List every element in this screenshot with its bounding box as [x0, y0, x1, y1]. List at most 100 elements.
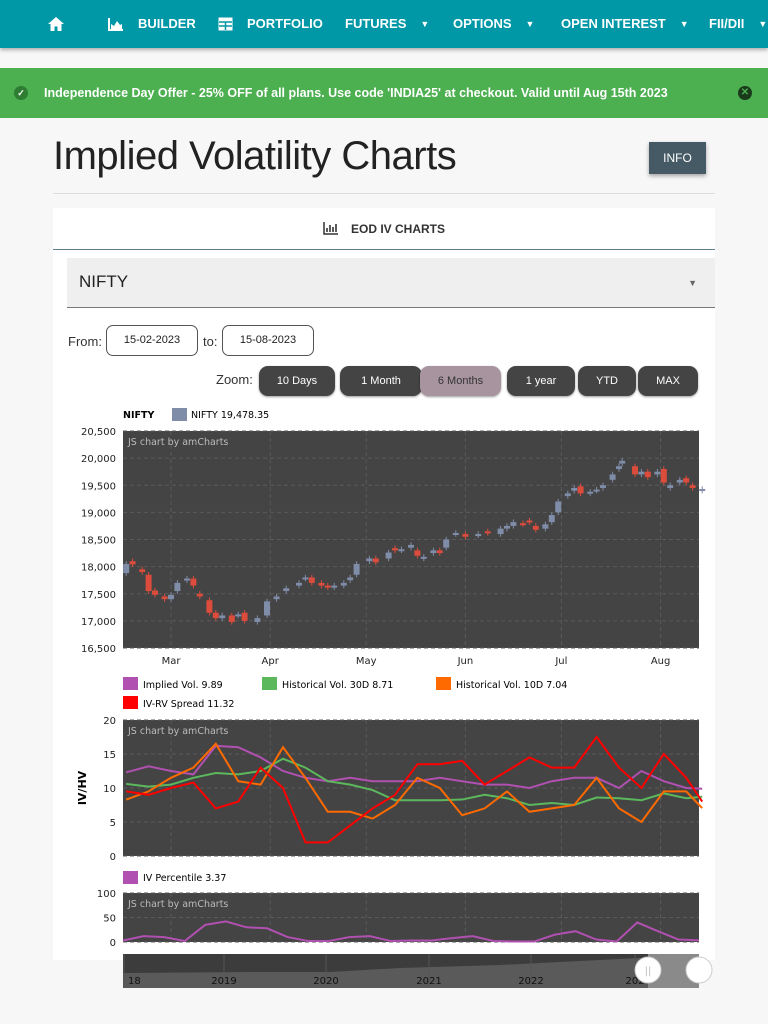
candle [497, 528, 504, 535]
price-chart-ytick: 20,000 [81, 454, 116, 465]
percentile-chart-ytick: 50 [103, 914, 116, 925]
close-icon[interactable]: ✕ [738, 86, 752, 100]
nav-portfolio[interactable]: PORTFOLIO [218, 16, 323, 31]
iv-chart-ytick: 20 [103, 716, 116, 727]
candle [385, 552, 392, 559]
zoom-10-days[interactable]: 10 Days [259, 366, 335, 396]
scrollbar-label: 2022 [518, 976, 543, 987]
banner-text: Independence Day Offer - 25% OFF of all … [44, 86, 668, 100]
candle [420, 556, 427, 559]
candle [139, 569, 146, 573]
nav-open-interest[interactable]: OPEN INTEREST ▼ [561, 16, 689, 31]
price-chart-ytick: 17,500 [81, 590, 116, 601]
candle [600, 485, 606, 488]
zoom-1-month[interactable]: 1 Month [340, 366, 422, 396]
candle [254, 618, 261, 622]
iv-ylabel: IV/HV [76, 770, 89, 805]
candle [219, 615, 226, 619]
symbol-select[interactable]: NIFTY ▼ [67, 258, 715, 308]
grip-icon: || [645, 966, 652, 977]
zoom-max[interactable]: MAX [638, 366, 698, 396]
candle [577, 486, 584, 494]
zoom-1-year[interactable]: 1 year [507, 366, 575, 396]
candle [587, 491, 594, 494]
nav-futures[interactable]: FUTURES ▼ [345, 16, 429, 31]
candle [174, 582, 181, 592]
nav-label: OPTIONS [453, 16, 512, 31]
candle [654, 471, 661, 475]
scrollbar-handle-left[interactable] [634, 956, 662, 984]
nav-label: BUILDER [138, 16, 196, 31]
candle [123, 563, 130, 574]
legend-label: IV-RV Spread 11.32 [143, 699, 234, 710]
legend-label: IV Percentile 3.37 [143, 873, 226, 884]
candle [632, 466, 638, 475]
info-button[interactable]: INFO [649, 142, 706, 174]
scrollbar-handle-right[interactable] [685, 956, 713, 984]
iv-chart-watermark: JS chart by amCharts [127, 726, 228, 737]
nav-label: OPEN INTEREST [561, 16, 666, 31]
to-date-input[interactable]: 15-08-2023 [222, 325, 314, 356]
scrollbar-label: 2020 [313, 976, 338, 987]
legend-swatch [262, 677, 277, 690]
nav-builder[interactable]: BUILDER [108, 16, 196, 31]
caret-down-icon: ▼ [420, 18, 430, 29]
from-date-input[interactable]: 15-02-2023 [106, 325, 198, 356]
price-xtick: Jun [457, 656, 474, 667]
candle [504, 525, 510, 529]
candle [484, 531, 491, 534]
candle [510, 522, 517, 526]
candle [619, 460, 626, 464]
candle [609, 474, 616, 480]
candle [347, 577, 354, 581]
nav-label: FII/DII [709, 16, 745, 31]
scrollbar-label: 18 [128, 976, 141, 987]
legend-swatch [436, 677, 451, 690]
candle [638, 471, 645, 475]
nav-home[interactable] [47, 16, 65, 32]
price-chart-ytick: 18,000 [81, 563, 116, 574]
price-chart-watermark: JS chart by amCharts [127, 437, 228, 448]
price-chart-ytick: 19,000 [81, 508, 116, 519]
price-xtick: Jul [554, 656, 567, 667]
nav-options[interactable]: OPTIONS ▼ [453, 16, 534, 31]
caret-down-icon: ▼ [758, 18, 768, 29]
price-chart-ytick: 16,500 [81, 644, 116, 655]
divider [53, 193, 715, 194]
candle [196, 593, 203, 597]
candle [296, 582, 302, 586]
zoom-6-months[interactable]: 6 Months [420, 366, 501, 396]
bar-chart-icon [323, 222, 338, 235]
candle [475, 534, 482, 537]
candle [571, 487, 578, 491]
price-xtick: Aug [651, 656, 671, 667]
candle [184, 578, 190, 581]
iv-series-line [126, 735, 704, 844]
candle [235, 614, 242, 617]
nav-fii-dii[interactable]: FII/DII ▼ [709, 16, 767, 31]
candle [152, 590, 158, 595]
candle [548, 515, 555, 523]
legend-swatch [172, 408, 187, 421]
candle [408, 544, 414, 548]
price-chart-ytick: 19,500 [81, 481, 116, 492]
dropdown-arrow-icon: ▼ [688, 278, 697, 288]
price-xtick: Apr [262, 656, 280, 667]
scrollbar-preview [123, 955, 699, 988]
legend-label: Historical Vol. 30D 8.71 [282, 680, 393, 691]
tab-eod-iv-charts[interactable]: EOD IV CHARTS [53, 208, 715, 250]
zoom-ytd[interactable]: YTD [578, 366, 636, 396]
iv-chart-ytick: 5 [110, 818, 116, 829]
candle [168, 594, 174, 600]
check-circle-icon: ✓ [14, 86, 28, 100]
candle [366, 558, 373, 562]
candle [526, 520, 533, 523]
price-chart-ytick: 18,500 [81, 536, 116, 547]
iv-chart-ytick: 0 [110, 852, 116, 863]
legend-swatch [123, 696, 138, 709]
candle [520, 523, 526, 526]
candle [190, 578, 197, 586]
area-chart-icon [108, 17, 123, 31]
candle [283, 588, 290, 592]
candle [414, 550, 421, 556]
